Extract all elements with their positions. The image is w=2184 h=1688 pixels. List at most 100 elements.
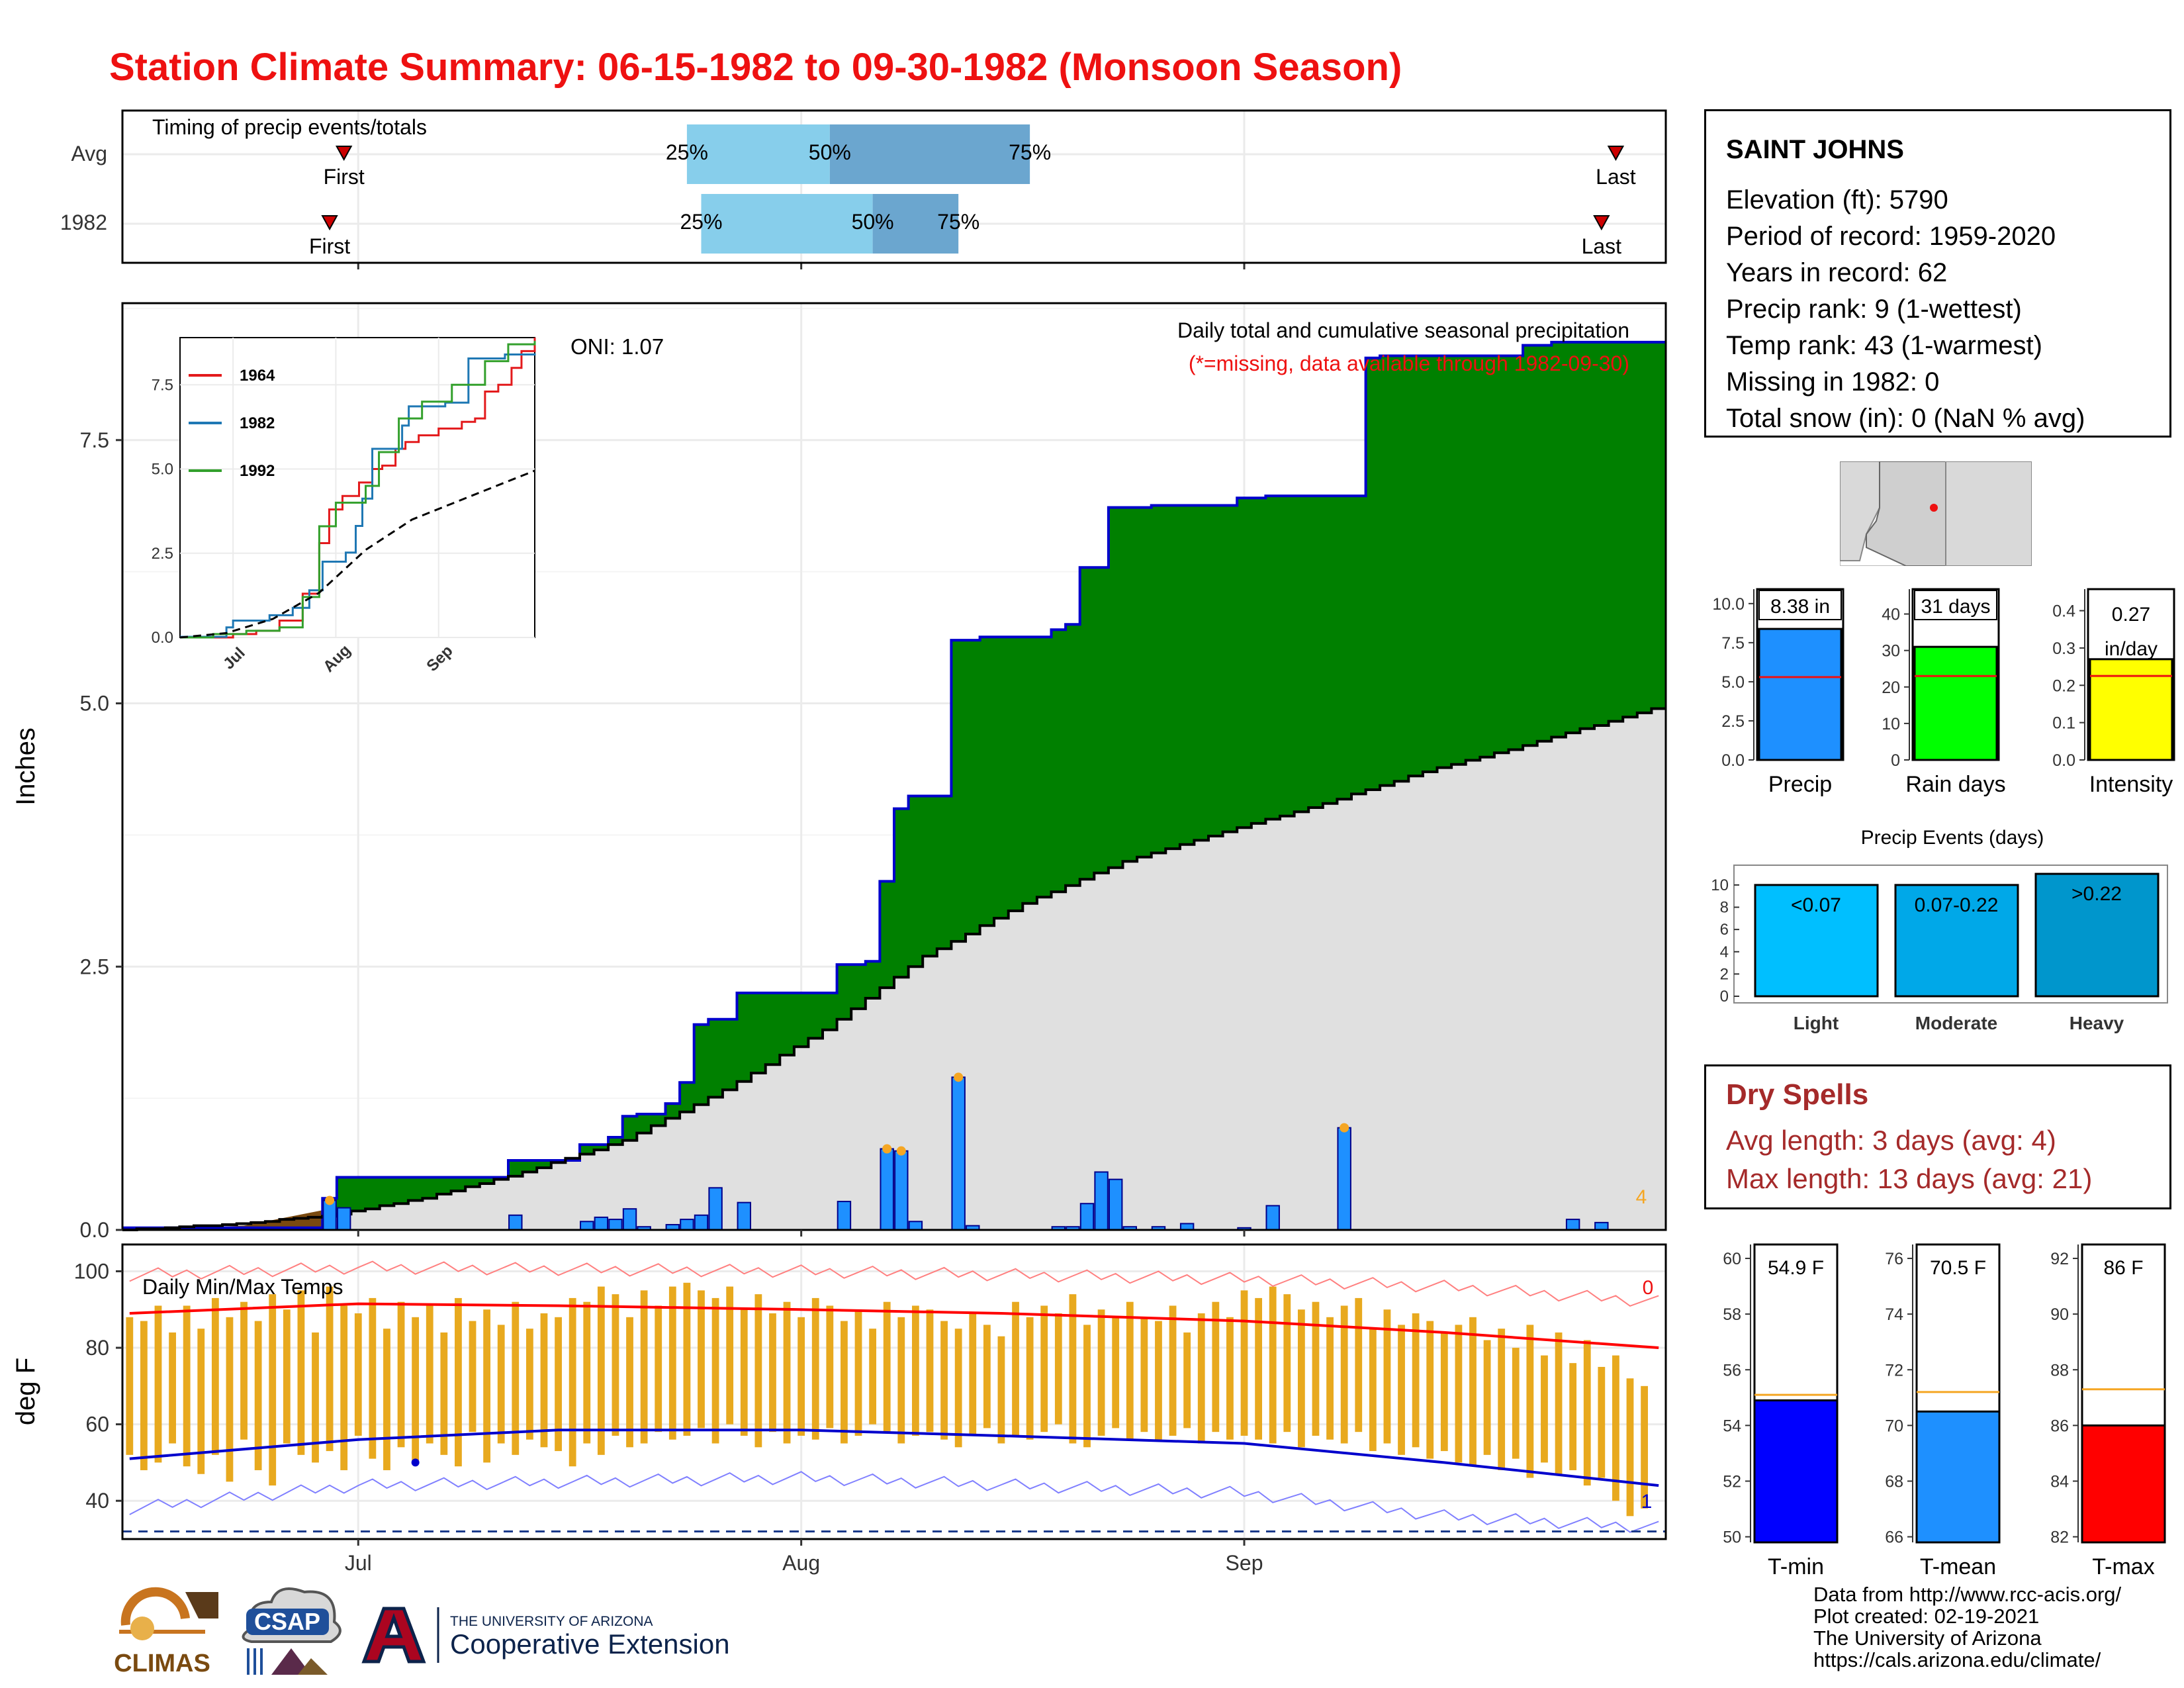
dry-spells-title: Dry Spells	[1726, 1078, 1869, 1111]
daily-precip-bar	[680, 1219, 694, 1231]
events-ytick-label: 10	[1711, 876, 1729, 894]
station-precip-rank: Precip rank: 9 (1-wettest)	[1726, 295, 2022, 324]
daily-precip-bar	[336, 1207, 351, 1231]
daily-temp-bar	[1355, 1297, 1363, 1432]
daily-temp-bar	[1555, 1332, 1563, 1474]
tsum-ytick-label: 68	[1885, 1472, 1903, 1491]
csap-logo-text: CSAP	[254, 1608, 320, 1635]
summary-ytick-label: 20	[1882, 679, 1900, 697]
inset-xtick-label: Sep	[423, 642, 456, 675]
inset-legend-label: 1964	[240, 367, 275, 385]
daily-temp-bar	[183, 1305, 191, 1467]
inset-ytick-label: 2.5	[152, 545, 173, 563]
daily-temp-bar	[1612, 1355, 1619, 1501]
inset-xtick-label: Jul	[220, 644, 249, 673]
daily-temp-bar	[1169, 1305, 1177, 1436]
daily-temp-bar	[797, 1317, 805, 1436]
daily-temp-bar	[1383, 1309, 1391, 1444]
timing-last-marker	[1593, 215, 1610, 231]
daily-temp-bar	[698, 1290, 705, 1429]
daily-precip-bar	[1265, 1205, 1280, 1231]
events-ytick-label: 4	[1720, 943, 1729, 961]
daily-temp-bar	[597, 1286, 605, 1455]
daily-temp-bar	[683, 1282, 691, 1436]
station-elevation: Elevation (ft): 5790	[1726, 185, 1948, 214]
daily-temp-bar	[612, 1294, 619, 1436]
tsum-ytick-label: 50	[1723, 1528, 1741, 1547]
daily-precip-bar	[737, 1201, 751, 1231]
daily-temp-bar	[1369, 1329, 1377, 1452]
summary-ytick-label: 10.0	[1712, 595, 1745, 614]
timing-label: Timing of precip events/totals	[152, 115, 427, 139]
station-missing: Missing in 1982: 0	[1726, 367, 1940, 397]
daily-temp-bar	[1097, 1309, 1105, 1436]
tsum-ytick-label: 60	[1723, 1250, 1741, 1268]
events-category-label: Light	[1794, 1013, 1839, 1033]
daily-temp-bar	[1012, 1301, 1019, 1436]
missing-count: 4	[1636, 1186, 1647, 1208]
tsum-value-label: 54.9 F	[1768, 1257, 1824, 1279]
daily-precip-bar	[508, 1214, 523, 1231]
climas-logo: CLIMAS	[114, 1587, 218, 1677]
station-name: SAINT JOHNS	[1726, 135, 1904, 164]
inset-line-avg	[179, 469, 535, 639]
timing-first-label: First	[309, 234, 350, 258]
summary-title-Precip: Precip	[1768, 772, 1832, 797]
timing-first-marker	[335, 146, 353, 162]
station-years: Years in record: 62	[1726, 258, 1948, 287]
daily-temp-bar	[1626, 1378, 1634, 1517]
daily-temp-bar	[926, 1309, 934, 1432]
daily-temp-bar	[668, 1286, 676, 1440]
daily-temp-bar	[1398, 1325, 1405, 1455]
credit-data-source: Data from http://www.rcc-acis.org/	[1813, 1583, 2122, 1606]
ua-logo-line2: Cooperative Extension	[450, 1628, 730, 1660]
daily-temp-bar	[1283, 1294, 1291, 1432]
tsum-value-label: 70.5 F	[1930, 1257, 1986, 1279]
daily-precip-bar	[1108, 1178, 1123, 1231]
daily-temp-bar	[512, 1301, 520, 1455]
daily-temp-bar	[383, 1329, 390, 1470]
summary-value-box	[1914, 590, 1997, 620]
daily-temp-bar	[426, 1305, 433, 1444]
summary-value-unit: in/day	[2105, 638, 2158, 660]
summary-ytick-label: 30	[1882, 642, 1900, 661]
daily-temp-bar	[483, 1309, 491, 1463]
inset-legend-label: 1992	[240, 462, 275, 480]
tsum-title-T-mean: T-mean	[1920, 1554, 1996, 1579]
daily-temp-bar	[1054, 1313, 1062, 1425]
daily-temp-bar	[297, 1290, 305, 1455]
timing-first-label: First	[324, 165, 365, 189]
timing-p75-label: 75%	[1009, 140, 1051, 164]
summary-ytick-label: 2.5	[1721, 712, 1745, 731]
daily-temp-bar	[1140, 1317, 1148, 1432]
daily-temp-bar	[1569, 1363, 1577, 1470]
daily-temp-bar	[525, 1329, 533, 1440]
daily-temp-bar	[126, 1317, 134, 1455]
daily-temp-bar	[655, 1305, 662, 1432]
summary-bar-Precip	[1758, 628, 1843, 761]
events-title: Precip Events (days)	[1861, 827, 2044, 849]
timing-bar-1982-50-75	[872, 194, 959, 254]
station-info-box: SAINT JOHNS Elevation (ft): 5790 Period …	[1704, 109, 2171, 438]
tsum-bar-T-min	[1753, 1399, 1839, 1544]
timing-p25-label: 25%	[680, 210, 722, 234]
daily-temp-bar	[969, 1313, 977, 1436]
timing-last-label: Last	[1596, 165, 1636, 189]
timing-p75-label: 75%	[937, 210, 979, 234]
temp-ytick-label: 100	[74, 1259, 109, 1283]
daily-temp-bar	[1583, 1340, 1591, 1486]
timing-panel: Timing of precip events/totals Avg 1982 …	[60, 109, 1667, 269]
daily-temp-bar	[841, 1321, 848, 1444]
tsum-ytick-label: 54	[1723, 1417, 1741, 1435]
daily-temp-bar	[412, 1317, 420, 1463]
summary-title-Intensity: Intensity	[2089, 772, 2173, 797]
events-bin-label: >0.22	[2071, 883, 2122, 905]
summary-ytick-label: 10	[1882, 715, 1900, 733]
daily-temp-bar	[783, 1301, 791, 1444]
daily-temp-bar	[440, 1332, 448, 1455]
precip-main-chart: 0.0 2.5 5.0 7.5 Inches Daily total and cumu…	[11, 302, 1667, 1242]
timing-row-avg: Avg	[71, 142, 107, 165]
daily-temp-bar	[1541, 1355, 1548, 1463]
temp-ytick-label: 60	[85, 1413, 109, 1436]
